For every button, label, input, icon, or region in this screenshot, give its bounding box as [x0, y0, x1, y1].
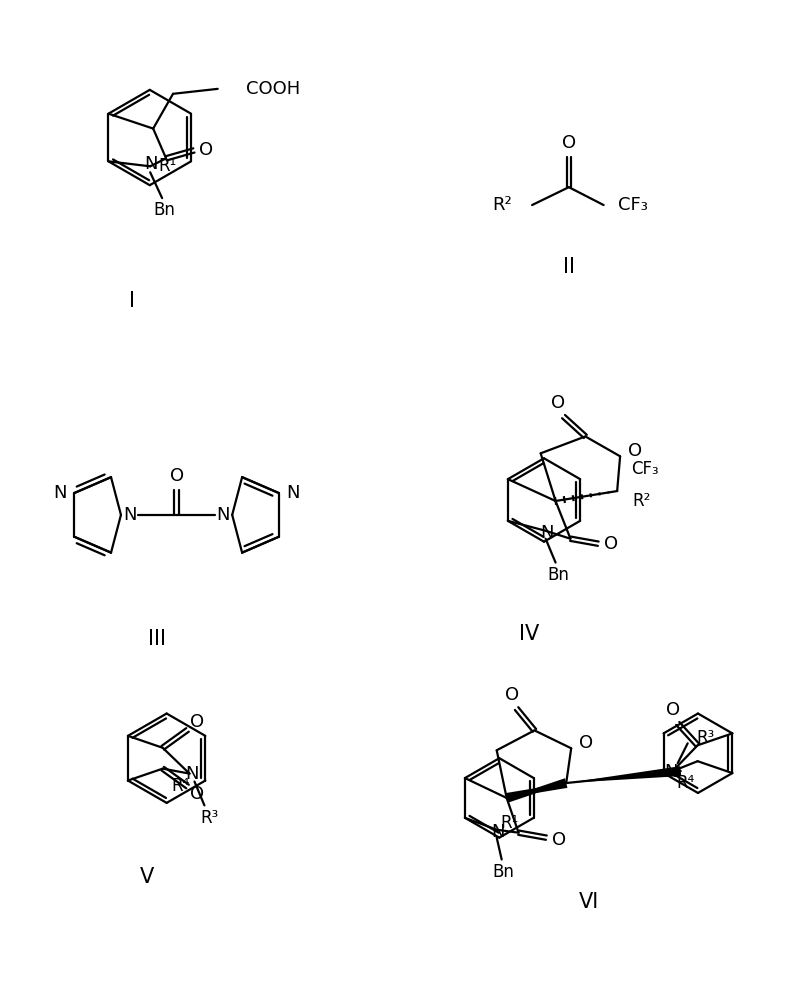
Text: O: O — [562, 134, 576, 152]
Text: R³: R³ — [696, 729, 715, 747]
Text: IV: IV — [519, 624, 539, 644]
Text: O: O — [190, 713, 205, 731]
Text: Bn: Bn — [547, 566, 570, 584]
Text: O: O — [551, 394, 566, 412]
Text: R⁴: R⁴ — [172, 777, 189, 795]
Text: N: N — [217, 506, 230, 524]
Text: III: III — [147, 629, 166, 649]
Text: R²: R² — [633, 492, 651, 510]
Text: R³: R³ — [200, 809, 218, 827]
Text: O: O — [552, 831, 567, 849]
Text: II: II — [563, 257, 575, 277]
Text: N: N — [540, 524, 554, 542]
Text: COOH: COOH — [246, 80, 300, 98]
Text: N: N — [664, 763, 678, 781]
Text: R⁴: R⁴ — [676, 774, 695, 792]
Text: N: N — [185, 765, 199, 783]
Text: I: I — [129, 291, 135, 311]
Text: N: N — [54, 484, 67, 502]
Text: R²: R² — [492, 196, 512, 214]
Text: VI: VI — [579, 892, 599, 912]
Text: O: O — [628, 442, 642, 460]
Text: O: O — [199, 141, 213, 159]
Polygon shape — [567, 766, 681, 783]
Text: O: O — [505, 686, 519, 704]
Text: V: V — [139, 867, 154, 887]
Text: N: N — [491, 823, 505, 841]
Text: Bn: Bn — [492, 863, 514, 881]
Text: N: N — [286, 484, 300, 502]
Text: N: N — [144, 155, 158, 173]
Text: Bn: Bn — [153, 201, 175, 219]
Polygon shape — [505, 783, 567, 803]
Text: O: O — [169, 467, 184, 485]
Text: O: O — [190, 785, 205, 803]
Text: N: N — [123, 506, 137, 524]
Text: CF₃: CF₃ — [618, 196, 648, 214]
Polygon shape — [507, 778, 567, 798]
Text: CF₃: CF₃ — [631, 460, 659, 478]
Text: O: O — [579, 734, 593, 752]
Text: O: O — [604, 535, 618, 553]
Text: R¹: R¹ — [501, 814, 519, 832]
Text: R¹: R¹ — [158, 157, 177, 175]
Text: O: O — [666, 701, 679, 719]
